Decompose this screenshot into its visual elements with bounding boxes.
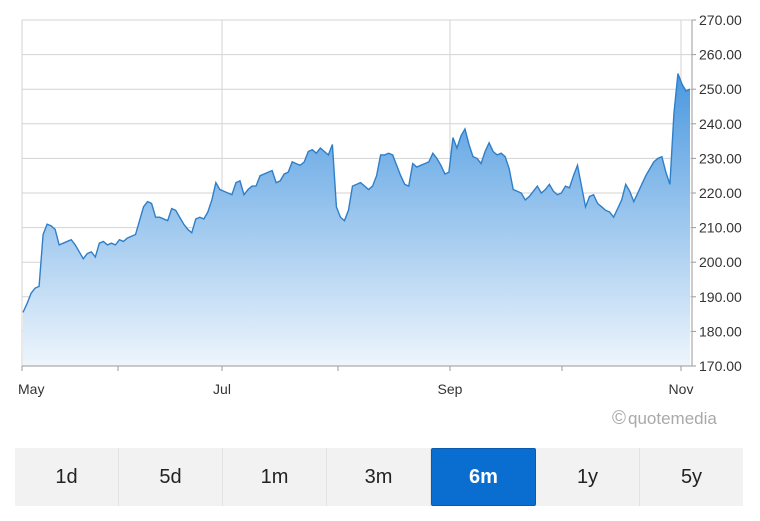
range-button-6m[interactable]: 6m [431, 448, 536, 506]
range-button-1d[interactable]: 1d [15, 448, 119, 506]
y-tick-label: 220.00 [699, 185, 742, 201]
y-tick-label: 200.00 [699, 254, 742, 270]
range-selector: 1d 5d 1m 3m 6m 1y 5y [15, 448, 743, 506]
y-tick-label: 270.00 [699, 12, 742, 28]
x-tick-label: May [18, 381, 44, 397]
x-tick-label: Sep [438, 381, 463, 397]
range-button-1m[interactable]: 1m [223, 448, 327, 506]
y-tick-label: 210.00 [699, 220, 742, 236]
range-button-1y[interactable]: 1y [536, 448, 640, 506]
watermark-text: quotemedia [628, 409, 717, 428]
y-axis-labels: 170.00 180.00 190.00 200.00 210.00 220.00 230.… [699, 12, 742, 374]
copyright-icon: © [612, 408, 626, 429]
y-tick-label: 240.00 [699, 116, 742, 132]
x-tick-label: Jul [213, 381, 231, 397]
x-tick-label: Nov [669, 381, 694, 397]
stock-area-chart: 170.00 180.00 190.00 200.00 210.00 220.00 230.… [18, 12, 742, 397]
y-tick-label: 230.00 [699, 150, 742, 166]
range-button-5d[interactable]: 5d [119, 448, 223, 506]
quotemedia-watermark: © quotemedia [612, 408, 717, 430]
x-axis-labels: May Jul Sep Nov [18, 381, 693, 397]
y-tick-label: 180.00 [699, 323, 742, 339]
y-tick-label: 260.00 [699, 47, 742, 63]
y-tick-label: 250.00 [699, 81, 742, 97]
y-tick-label: 190.00 [699, 289, 742, 305]
price-area [23, 73, 690, 366]
axes [21, 19, 696, 371]
y-tick-label: 170.00 [699, 358, 742, 374]
price-line [22, 73, 691, 313]
range-button-5y[interactable]: 5y [680, 465, 703, 488]
range-button-3m[interactable]: 3m [327, 448, 431, 506]
